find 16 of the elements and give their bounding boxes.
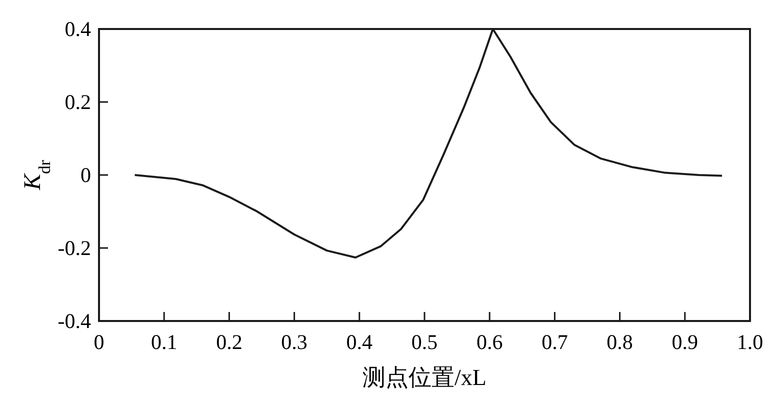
x-tick-label: 0.4 bbox=[346, 330, 374, 354]
x-tick-label: 0.2 bbox=[216, 330, 242, 354]
x-tick-label: 0.5 bbox=[411, 330, 438, 354]
y-tick-label: -0.2 bbox=[58, 236, 91, 260]
y-tick-label: -0.4 bbox=[58, 309, 92, 333]
x-tick-label: 0.6 bbox=[476, 330, 503, 354]
x-tick-label: 0.3 bbox=[281, 330, 308, 354]
x-axis-title: 测点位置/xL bbox=[362, 365, 486, 390]
x-tick-label: 0.9 bbox=[672, 330, 698, 354]
x-tick-label: 0.8 bbox=[606, 330, 633, 354]
x-tick-label: 0.1 bbox=[150, 330, 178, 354]
x-tick-label: 0.7 bbox=[542, 330, 568, 354]
x-tick-label: 1.0 bbox=[736, 330, 764, 354]
y-tick-label: 0.4 bbox=[64, 17, 92, 41]
y-tick-label: 0 bbox=[80, 163, 91, 187]
y-tick-label: 0.2 bbox=[64, 90, 91, 114]
